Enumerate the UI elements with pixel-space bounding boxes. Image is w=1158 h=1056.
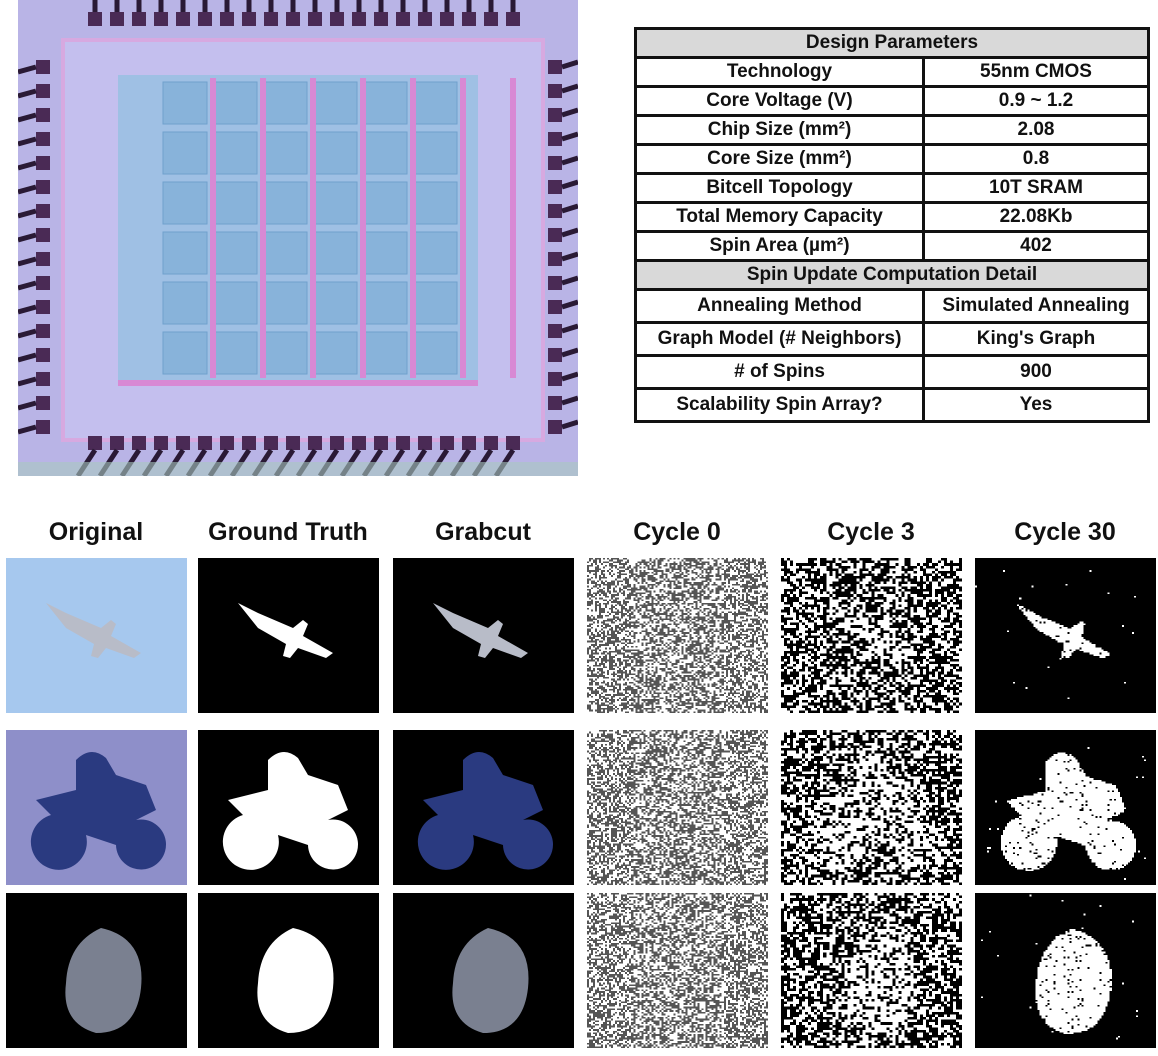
param-name: Bitcell Topology <box>636 174 924 203</box>
param-name: Technology <box>636 58 924 87</box>
image-airplane-cycle-30 <box>975 558 1156 713</box>
param-name: Scalability Spin Array? <box>636 389 924 422</box>
param-value: 900 <box>924 356 1149 389</box>
table-row: Bitcell Topology 10T SRAM <box>636 174 1149 203</box>
param-value: 22.08Kb <box>924 203 1149 232</box>
table-row: Spin Area (µm²) 402 <box>636 232 1149 261</box>
param-value: 0.8 <box>924 145 1149 174</box>
image-motorbike-cycle-3 <box>781 730 962 885</box>
param-value: 402 <box>924 232 1149 261</box>
param-value: Yes <box>924 389 1149 422</box>
table-row: Total Memory Capacity 22.08Kb <box>636 203 1149 232</box>
table-row: Technology 55nm CMOS <box>636 58 1149 87</box>
chip-micrograph <box>18 0 578 476</box>
column-header: Cycle 3 <box>776 518 966 547</box>
param-value: King's Graph <box>924 323 1149 356</box>
image-motorbike-cycle-30 <box>975 730 1156 885</box>
param-value: 2.08 <box>924 116 1149 145</box>
table-row: Chip Size (mm²) 2.08 <box>636 116 1149 145</box>
image-airplane-ground-truth <box>198 558 379 713</box>
image-airplane-original <box>6 558 187 713</box>
section-header: Spin Update Computation Detail <box>636 261 1149 290</box>
image-moon-cycle-0 <box>587 893 768 1048</box>
image-motorbike-cycle-0 <box>587 730 768 885</box>
param-name: Total Memory Capacity <box>636 203 924 232</box>
param-name: Core Size (mm²) <box>636 145 924 174</box>
param-name: Annealing Method <box>636 290 924 323</box>
param-value: 0.9 ~ 1.2 <box>924 87 1149 116</box>
image-motorbike-ground-truth <box>198 730 379 885</box>
table-row: Graph Model (# Neighbors) King's Graph <box>636 323 1149 356</box>
table-row: # of Spins 900 <box>636 356 1149 389</box>
column-header: Original <box>1 518 191 547</box>
image-moon-cycle-30 <box>975 893 1156 1048</box>
table-row: Scalability Spin Array? Yes <box>636 389 1149 422</box>
table-row: Core Size (mm²) 0.8 <box>636 145 1149 174</box>
section-header: Design Parameters <box>636 29 1149 58</box>
param-name: Chip Size (mm²) <box>636 116 924 145</box>
param-name: # of Spins <box>636 356 924 389</box>
column-header: Grabcut <box>388 518 578 547</box>
column-header: Cycle 0 <box>582 518 772 547</box>
column-header: Ground Truth <box>193 518 383 547</box>
image-motorbike-original <box>6 730 187 885</box>
image-motorbike-grabcut <box>393 730 574 885</box>
param-name: Core Voltage (V) <box>636 87 924 116</box>
table-row: Annealing Method Simulated Annealing <box>636 290 1149 323</box>
param-name: Graph Model (# Neighbors) <box>636 323 924 356</box>
image-moon-original <box>6 893 187 1048</box>
image-moon-cycle-3 <box>781 893 962 1048</box>
image-airplane-cycle-3 <box>781 558 962 713</box>
param-value: Simulated Annealing <box>924 290 1149 323</box>
image-moon-ground-truth <box>198 893 379 1048</box>
param-value: 10T SRAM <box>924 174 1149 203</box>
image-airplane-cycle-0 <box>587 558 768 713</box>
image-airplane-grabcut <box>393 558 574 713</box>
param-value: 55nm CMOS <box>924 58 1149 87</box>
param-name: Spin Area (µm²) <box>636 232 924 261</box>
design-parameters-table: Design Parameters Technology 55nm CMOS Cor… <box>634 27 1150 423</box>
column-header: Cycle 30 <box>970 518 1158 547</box>
image-moon-grabcut <box>393 893 574 1048</box>
table-row: Core Voltage (V) 0.9 ~ 1.2 <box>636 87 1149 116</box>
